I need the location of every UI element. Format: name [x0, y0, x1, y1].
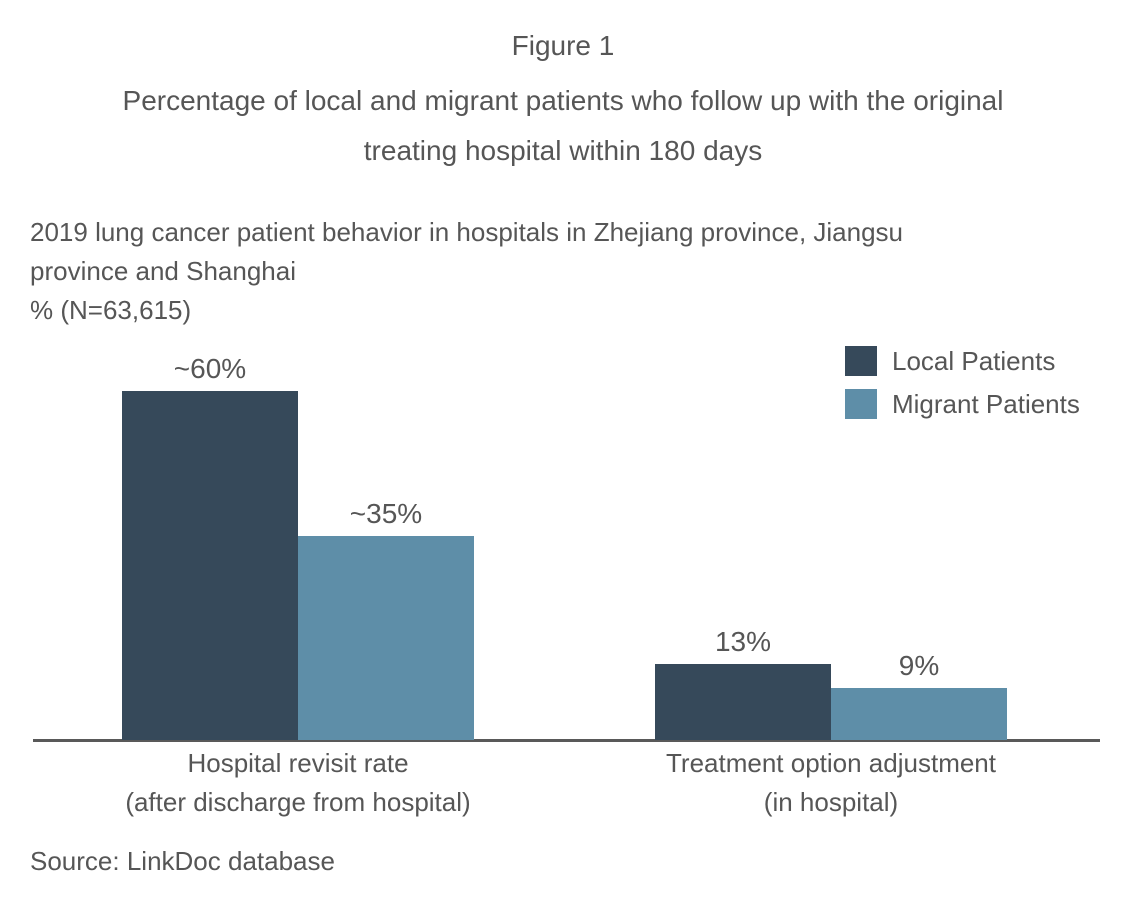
bar-migrant-patients-hospital-revisit-rate [298, 536, 474, 740]
legend-item-local-patients: Local Patients [845, 346, 1080, 376]
bar-value-label: 9% [898, 650, 940, 681]
legend-item-migrant-patients: Migrant Patients [845, 389, 1080, 419]
source-note: Source: LinkDoc database [30, 846, 335, 876]
category-label-main: Hospital revisit rate [187, 748, 409, 778]
category-label-treatment-option-adjustment: Treatment option adjustment (in hospital) [581, 744, 1081, 822]
legend-label: Local Patients [892, 345, 1056, 376]
legend-swatch-local-patients [845, 346, 877, 376]
legend-swatch-migrant-patients [845, 389, 877, 419]
legend-label: Migrant Patients [892, 388, 1080, 419]
bar-local-patients-hospital-revisit-rate [122, 391, 298, 740]
x-axis-line [33, 739, 1100, 742]
chart-subtitle: 2019 lung cancer patient behavior in hos… [30, 213, 970, 330]
category-label-hospital-revisit-rate: Hospital revisit rate (after discharge fr… [48, 744, 548, 822]
unit-label: % (N=63,615) [30, 295, 192, 325]
category-label-sub: (after discharge from hospital) [125, 787, 471, 817]
subtitle-description: 2019 lung cancer patient behavior in hos… [30, 217, 904, 286]
plot-area: Local Patients Migrant Patients ~60% ~35% 1… [0, 330, 1126, 742]
bar-value-label: ~60% [173, 353, 247, 384]
bar-migrant-patients-treatment-option-adjustment [831, 688, 1007, 740]
legend: Local Patients Migrant Patients [845, 346, 1080, 419]
chart-title: Percentage of local and migrant patients… [122, 85, 1004, 166]
figure-label: Figure 1 [511, 30, 615, 61]
category-label-main: Treatment option adjustment [666, 748, 996, 778]
bar-value-label: ~35% [349, 498, 423, 529]
bar-value-label: 13% [714, 626, 772, 657]
bar-local-patients-treatment-option-adjustment [655, 664, 831, 740]
category-label-sub: (in hospital) [763, 787, 899, 817]
